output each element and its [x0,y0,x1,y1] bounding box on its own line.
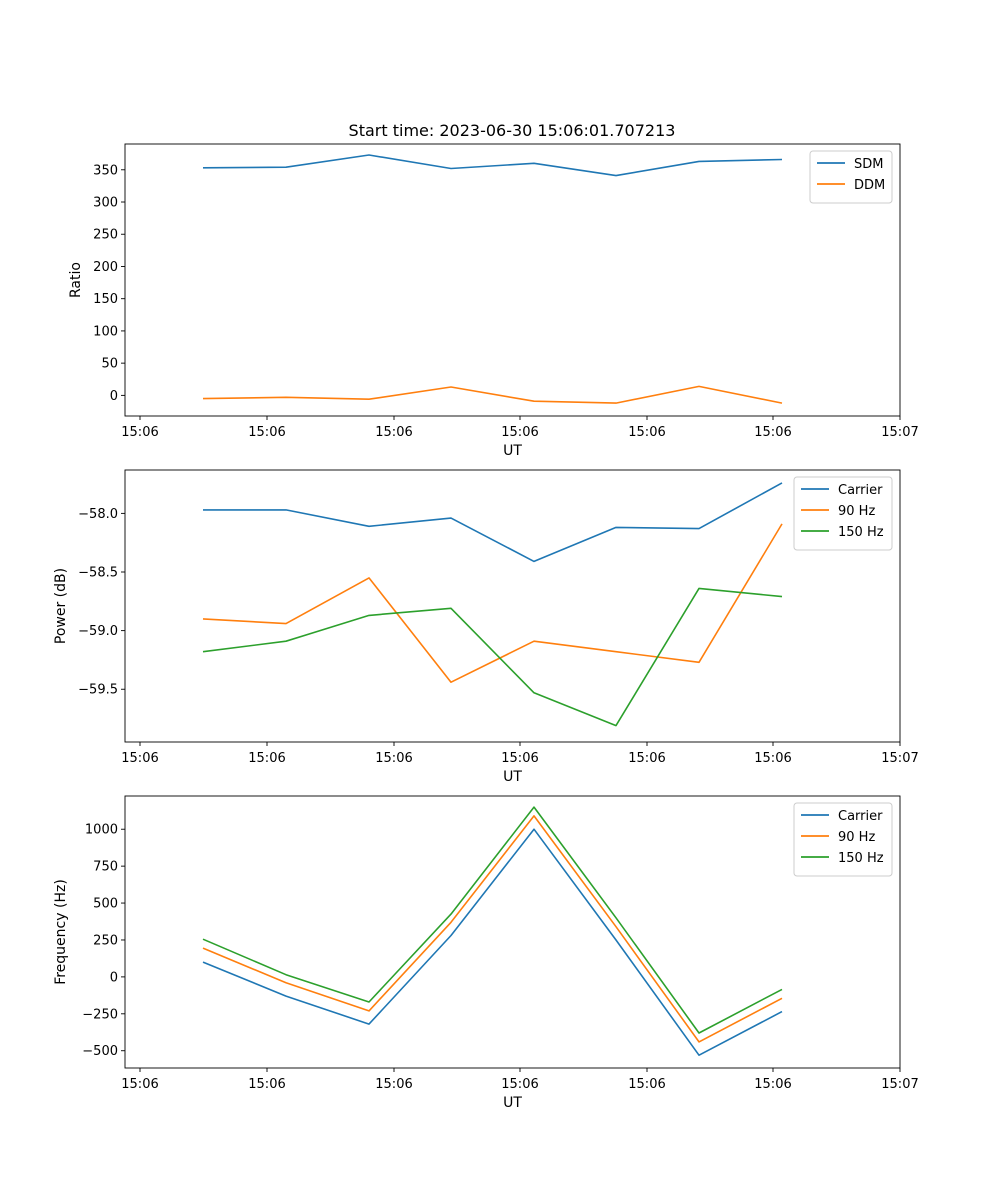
x-tick-label: 15:06 [375,1077,412,1092]
x-tick-label: 15:07 [881,425,918,440]
x-tick-label: 15:06 [248,425,285,440]
y-tick-label: 0 [110,389,118,404]
y-tick-label: −58.0 [78,507,118,522]
chart-panel-1: 15:06 15:06 15:06 15:06 15:06 15:06 15:07 0 50 10… [68,143,919,459]
series-line-ddm [202,385,783,404]
y-axis-label: Power (dB) [53,568,69,644]
series-line-carrier [202,828,783,1056]
x-axis-label: UT [503,443,522,459]
legend-entry: DDM [854,178,885,193]
x-tick-label: 15:06 [375,425,412,440]
y-axis-label: Ratio [68,262,84,298]
y-tick-label: 250 [93,228,118,243]
legend-entry: 150 Hz [838,851,884,866]
x-tick-label: 15:06 [628,751,665,766]
x-tick-label: 15:06 [248,1077,285,1092]
series-line-90-hz [202,815,783,1043]
series-line-150-hz [202,587,783,727]
x-tick-label: 15:06 [501,751,538,766]
series-line-sdm [202,154,783,177]
chart-panel-3: 15:06 15:06 15:06 15:06 15:06 15:06 15:07 −500 −… [53,795,919,1111]
x-tick-label: 15:06 [375,751,412,766]
x-tick-label: 15:06 [628,425,665,440]
y-tick-label: 1000 [85,823,118,838]
legend-entry: 90 Hz [838,830,875,845]
legend-entry: SDM [854,157,883,172]
legend-box [809,150,893,204]
x-axis-label: UT [503,1095,522,1111]
y-tick-label: 150 [93,292,118,307]
legend: Carrier 90 Hz 150 Hz [793,802,893,877]
x-tick-label: 15:06 [754,1077,791,1092]
y-tick-label: −59.5 [78,683,118,698]
x-tick-label: 15:06 [121,425,158,440]
series-line-150-hz [202,806,783,1034]
y-tick-label: 300 [93,196,118,211]
legend-entry: 90 Hz [838,504,875,519]
x-tick-label: 15:06 [121,1077,158,1092]
legend: Carrier 90 Hz 150 Hz [793,476,893,551]
y-tick-label: −500 [82,1044,118,1059]
x-tick-label: 15:06 [754,751,791,766]
x-tick-label: 15:06 [501,425,538,440]
y-tick-label: 0 [110,970,118,985]
y-tick-label: −250 [82,1007,118,1022]
y-tick-label: −59.0 [78,624,118,639]
x-axis-label: UT [503,769,522,785]
y-tick-label: 250 [93,933,118,948]
y-axis-label: Frequency (Hz) [53,879,69,985]
x-tick-label: 15:06 [754,425,791,440]
x-tick-label: 15:06 [501,1077,538,1092]
y-tick-label: −58.5 [78,566,118,581]
legend-entry: Carrier [838,809,883,824]
y-tick-label: 200 [93,260,118,275]
y-tick-label: 50 [101,357,118,372]
x-tick-label: 15:07 [881,1077,918,1092]
figure-title: Start time: 2023-06-30 15:06:01.707213 [349,121,676,140]
legend-entry: 150 Hz [838,525,884,540]
legend-entry: Carrier [838,483,883,498]
series-line-90-hz [202,523,783,684]
x-tick-label: 15:07 [881,751,918,766]
x-tick-label: 15:06 [121,751,158,766]
x-tick-label: 15:06 [628,1077,665,1092]
y-tick-label: 100 [93,324,118,339]
y-tick-label: 350 [93,163,118,178]
series-line-carrier [203,482,783,563]
plot-frame [124,143,901,417]
chart-panel-2: 15:06 15:06 15:06 15:06 15:06 15:06 15:07 −59.5… [53,469,919,785]
plot-frame [124,469,901,743]
y-tick-label: 750 [93,860,118,875]
x-tick-label: 15:06 [248,751,285,766]
y-tick-label: 500 [93,897,118,912]
legend: SDM DDM [809,150,893,204]
plot-frame [124,795,901,1069]
